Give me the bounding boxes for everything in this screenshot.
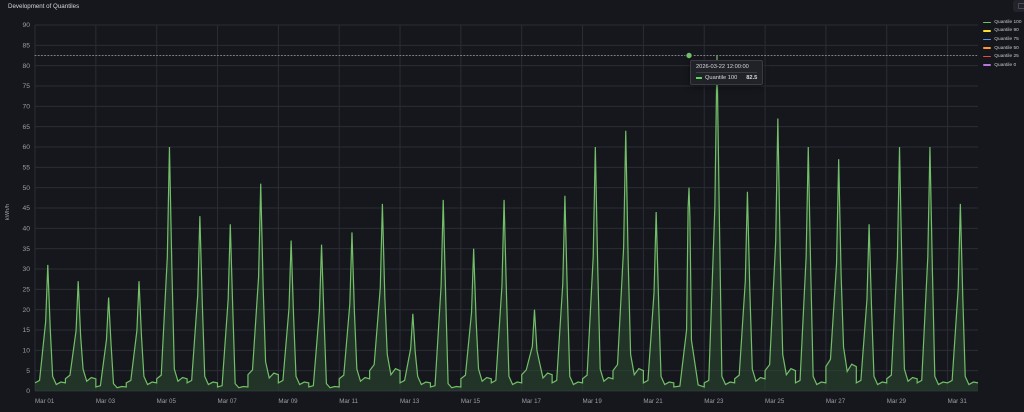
svg-text:Mar 17: Mar 17 xyxy=(522,398,542,405)
svg-text:70: 70 xyxy=(23,104,31,111)
svg-text:Mar 23: Mar 23 xyxy=(704,398,724,405)
svg-text:20: 20 xyxy=(23,307,31,314)
svg-text:65: 65 xyxy=(23,124,31,131)
svg-text:25: 25 xyxy=(23,287,31,294)
svg-text:75: 75 xyxy=(23,83,31,90)
svg-text:10: 10 xyxy=(23,348,31,355)
svg-text:Mar 09: Mar 09 xyxy=(278,398,298,405)
svg-text:90: 90 xyxy=(23,22,31,29)
svg-text:80: 80 xyxy=(23,63,31,70)
svg-text:Mar 25: Mar 25 xyxy=(765,398,785,405)
svg-text:Mar 11: Mar 11 xyxy=(339,398,358,405)
svg-text:Mar 07: Mar 07 xyxy=(218,398,238,405)
svg-text:5: 5 xyxy=(26,368,30,375)
svg-text:30: 30 xyxy=(23,266,31,273)
svg-text:Mar 03: Mar 03 xyxy=(96,398,116,405)
svg-text:kWh/h: kWh/h xyxy=(5,204,11,220)
svg-text:Mar 05: Mar 05 xyxy=(157,398,177,405)
svg-text:Mar 27: Mar 27 xyxy=(826,398,846,405)
svg-text:35: 35 xyxy=(23,246,31,253)
svg-text:0: 0 xyxy=(26,388,30,395)
svg-text:Mar 29: Mar 29 xyxy=(887,398,907,405)
svg-text:Mar 13: Mar 13 xyxy=(400,398,420,405)
svg-text:Mar 15: Mar 15 xyxy=(461,398,481,405)
svg-text:Mar 01: Mar 01 xyxy=(35,398,55,405)
svg-text:85: 85 xyxy=(23,43,31,50)
svg-text:45: 45 xyxy=(23,205,31,212)
svg-text:Mar 19: Mar 19 xyxy=(583,398,603,405)
svg-text:15: 15 xyxy=(23,327,31,334)
svg-text:60: 60 xyxy=(23,144,31,151)
svg-text:Mar 31: Mar 31 xyxy=(948,398,968,405)
svg-text:50: 50 xyxy=(23,185,31,192)
svg-text:Mar 21: Mar 21 xyxy=(643,398,663,405)
svg-text:40: 40 xyxy=(23,226,31,233)
svg-text:55: 55 xyxy=(23,165,31,172)
